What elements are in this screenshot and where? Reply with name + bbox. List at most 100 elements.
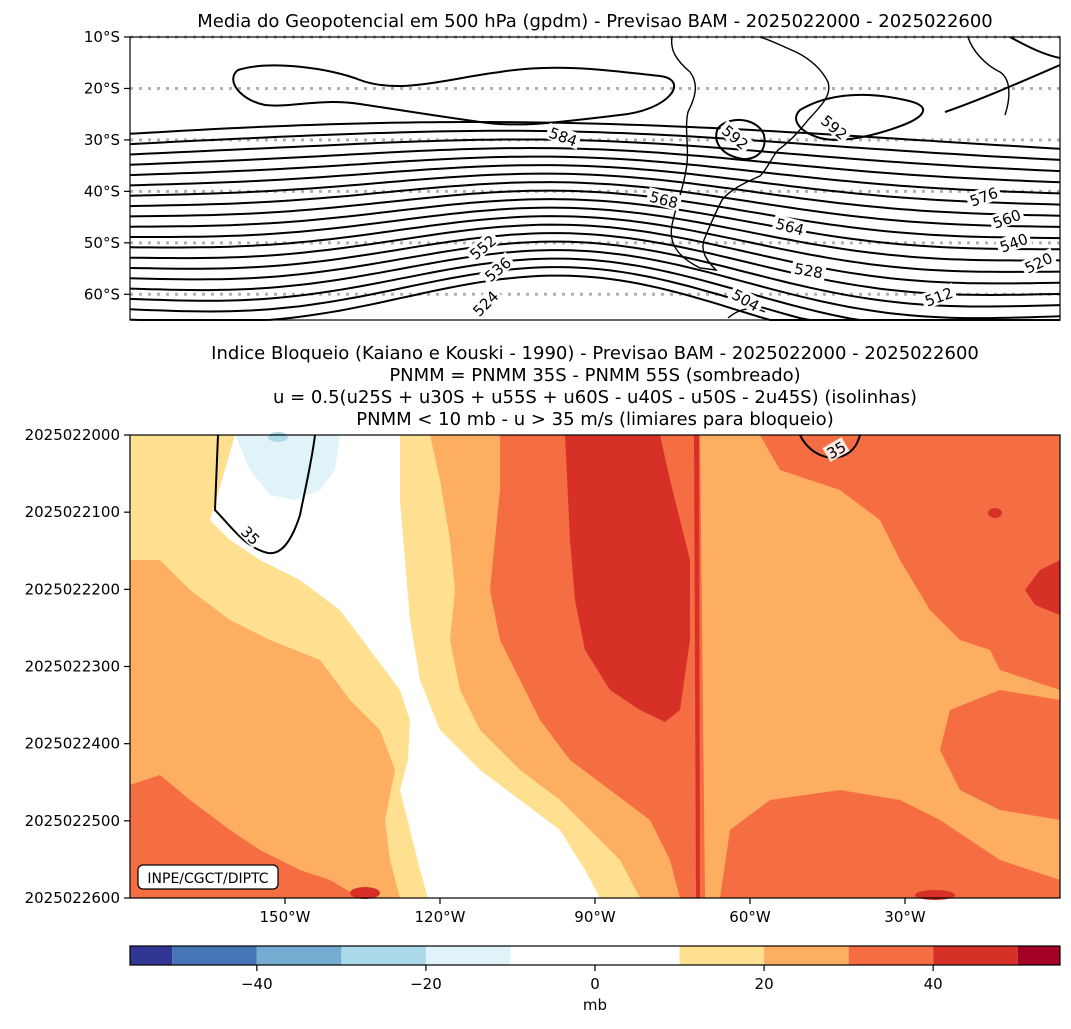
contour-label-bg [987,204,1026,232]
fill-neg-10 [235,435,340,500]
high-contour-africa-top [1009,36,1061,59]
hov-title-line-3: u = 0.5(u25S + u30S + u55S + u60S - u40S… [273,387,917,408]
geopotential-contour [129,146,1061,184]
lat-tick-label: 40°S [84,182,120,200]
time-tick-label: 2025022300 [25,658,120,676]
colorbar-tick-label: 40 [924,975,943,993]
map-title: Media do Geopotencial em 500 hPa (gpdm) … [197,11,993,32]
lat-tick-label: 10°S [84,28,120,46]
colorbar-segment [1017,946,1060,965]
colorbar-segment [341,946,426,965]
u-isolines [213,434,861,555]
colorbar-segment [679,946,765,965]
lon-tick-label: 150°W [260,908,311,926]
contour-label: 528 [790,259,827,283]
isoline-label-bg [237,521,265,549]
lat-tick-label: 60°S [84,285,120,303]
time-tick-label: 2025022400 [25,735,120,753]
contour-label-bg [467,285,503,321]
geopotential-contour [129,138,1061,173]
geopotential-contour [129,172,1061,217]
geopotential-contour [129,129,1061,161]
map-latitude-axis: 10°S 20°S 30°S 40°S 50°S 60°S [84,28,130,303]
colorbar-tick-label: −40 [241,975,273,993]
hovmoller-time-axis: 2025022000 2025022100 2025022200 2025022300… [25,426,130,907]
colorbar-tick-label: 0 [590,975,600,993]
lon-tick-label: 120°W [415,908,466,926]
high-contour-pacific [232,64,675,126]
lat-tick-label: 50°S [84,234,120,252]
credit-box: INPE/CGCT/DIPTC [137,864,279,890]
colorbar-segment [256,946,342,965]
antarctic-peninsula [727,307,766,319]
contour-label-bg [771,214,809,239]
coastlines [670,36,1010,319]
colorbar [129,945,1061,966]
africa-coast [967,36,1010,116]
time-tick-label: 2025022600 [25,889,120,907]
colorbar-segment [848,946,934,965]
isoline-35-west [213,434,316,555]
contour-label-bg [717,119,754,154]
colorbar-tick-label: −20 [410,975,442,993]
contour-label-bg [464,229,501,264]
geopotential-contour [129,215,1061,273]
colorbar-segment [130,946,173,965]
geopotential-contour [129,232,1061,297]
contour-label-text: 528 [793,260,824,283]
geopotential-contour [129,164,1061,206]
fill-40-50-east [1025,560,1060,615]
fill-30-40-se [940,690,1060,820]
hovmoller-longitude-axis: 150°W 120°W 90°W 60°W 30°W [260,898,926,926]
hov-title-line-2: PNMM = PNMM 35S - PNMM 55S (sombreado) [389,365,800,386]
geopotential-contour [129,249,1061,320]
hov-title-line-1: Indice Bloqueio (Kaiano e Kouski - 1990)… [211,343,979,364]
high-contour-africa [944,64,1061,113]
contour-label-bg [479,251,516,286]
contour-label-bg [544,122,583,150]
hovmoller-title: Indice Bloqueio (Kaiano e Kouski - 1990)… [211,343,979,430]
colorbar-ticks: −40 −20 0 20 40 [241,965,943,993]
contour-label: 504 [727,284,765,315]
colorbar-segment [510,946,680,965]
geopotential-contour [129,121,1061,150]
colorbar-label: mb [583,996,607,1014]
lat-tick-label: 30°S [84,131,120,149]
lon-tick-label: 90°W [574,908,616,926]
colorbar-tick-label: 20 [755,975,774,993]
time-tick-label: 2025022200 [25,580,120,598]
fill-30-40-east [760,435,1060,690]
colorbar-segment [172,946,257,965]
colorbar-segment [764,946,849,965]
high-contour-atlantic [795,93,925,141]
geopotential-contour [129,181,1061,228]
contour-label-bg [790,259,827,281]
time-tick-label: 2025022100 [25,503,120,521]
isoline-label-bg [822,437,850,462]
geopotential-contour [130,206,1061,262]
fill-30-40-south [720,790,1060,898]
isoline-35-east [799,434,861,459]
south-america-coast [670,36,830,271]
fill-40-50-center [565,435,690,722]
contour-label-bg [816,109,853,144]
contour-label-bg [1019,247,1058,277]
contour-label-bg [727,284,765,315]
time-tick-label: 2025022500 [25,812,120,830]
geopotential-contour [129,198,1061,251]
contour-label-bg [994,228,1033,256]
lon-tick-label: 30°W [884,908,926,926]
contour-label-bg [919,282,958,310]
fill-40-50-south [350,887,380,899]
lon-tick-label: 60°W [729,908,771,926]
hov-title-line-4: PNMM < 10 mb - u > 35 m/s (limiares para… [356,409,833,430]
geopotential-contour [129,189,1061,240]
lat-tick-label: 20°S [84,79,120,97]
high-contours [232,36,1061,160]
colorbar-segment [933,946,1018,965]
credit-text: INPE/CGCT/DIPTC [147,871,268,887]
fill-40-50-dot [988,508,1002,518]
